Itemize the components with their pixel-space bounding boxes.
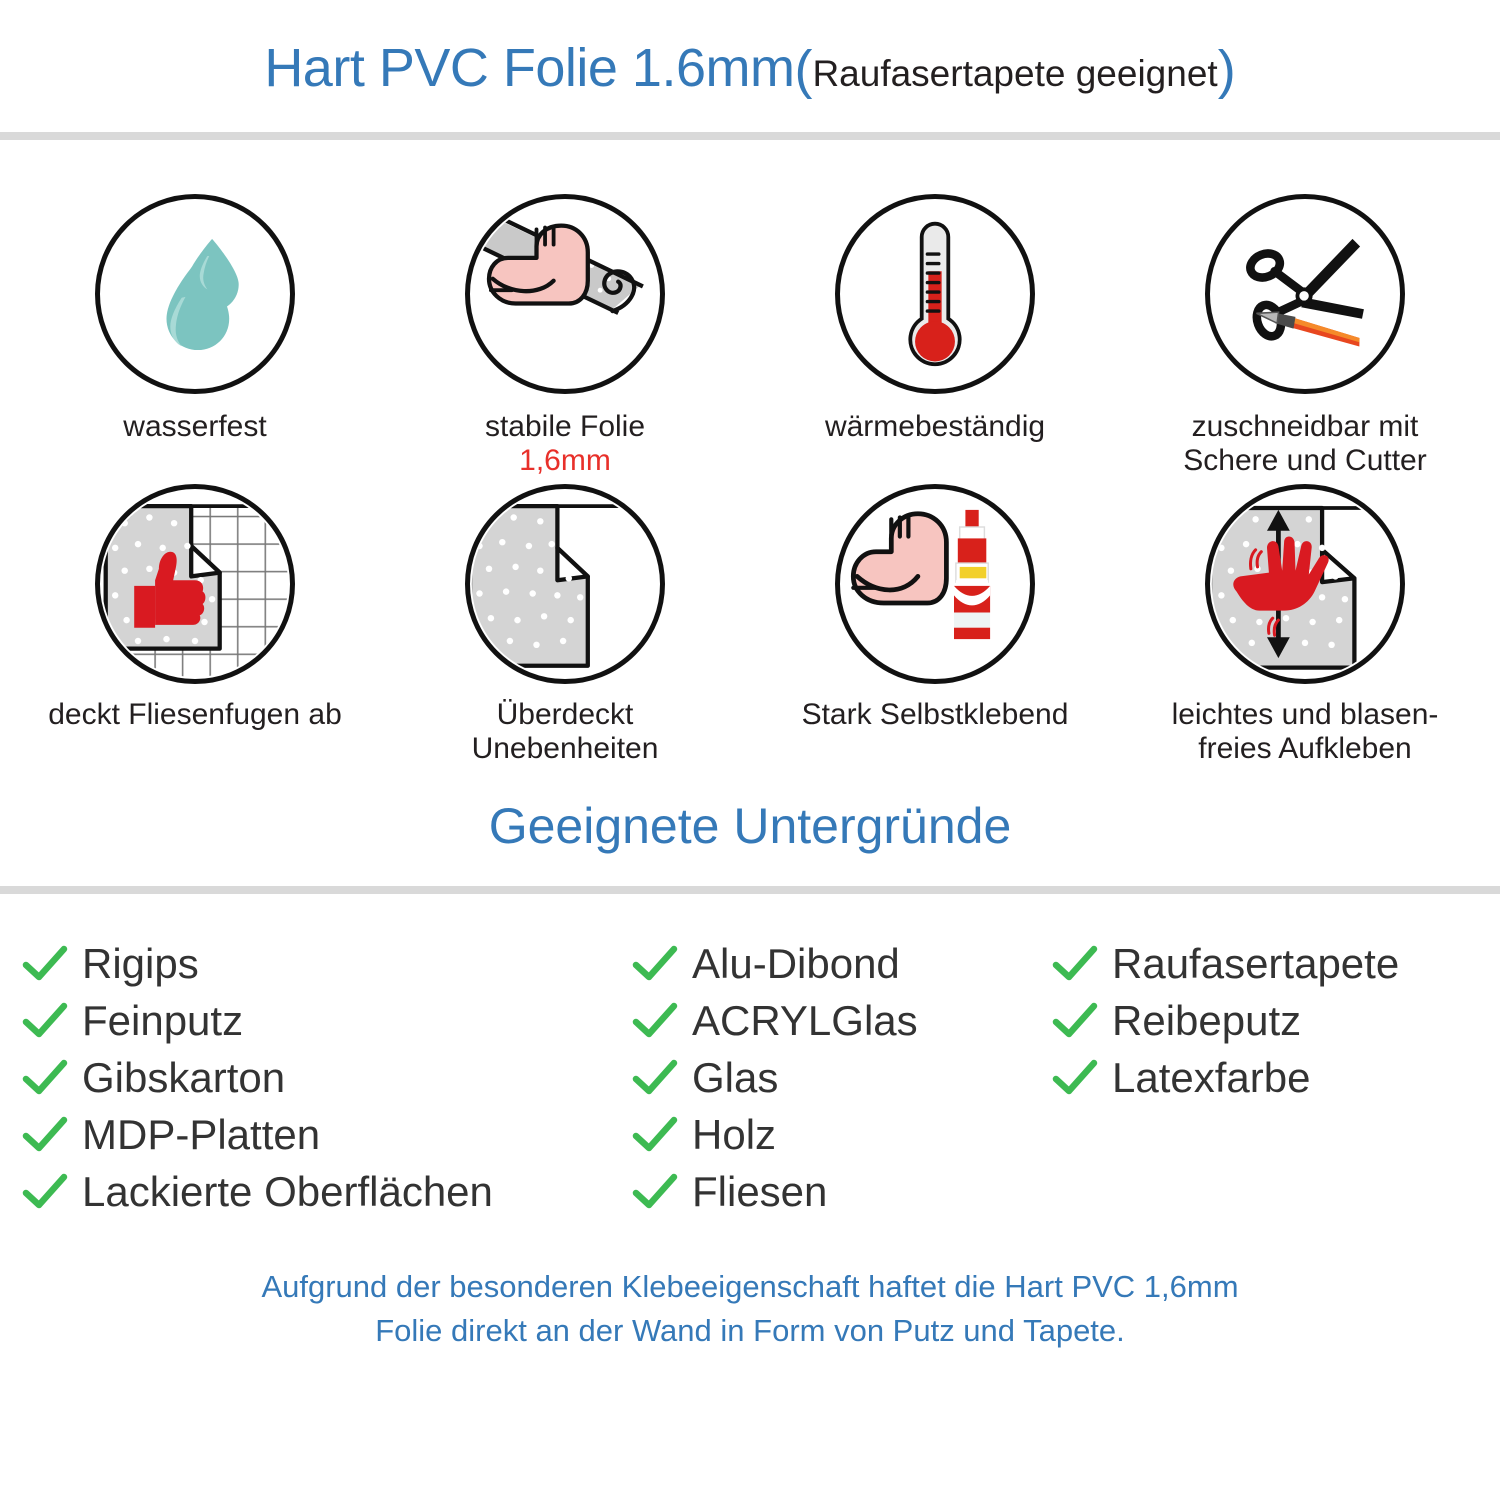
check-icon	[22, 945, 68, 981]
flexing-arm-film-roll-icon	[465, 194, 665, 394]
check-icon	[632, 945, 678, 981]
thermometer-icon	[835, 194, 1035, 394]
substrate-label: Gibskarton	[82, 1054, 286, 1102]
feature-label: Überdeckt Unebenheiten	[471, 697, 659, 765]
check-icon	[632, 1116, 678, 1152]
header-divider	[0, 132, 1500, 140]
check-icon	[1052, 945, 1098, 981]
feature-wasserfest: wasserfest	[10, 194, 380, 478]
feature-zuschneidbar: zuschneidbar mit Schere und Cutter	[1120, 194, 1490, 478]
list-item: ACRYLGlas	[632, 993, 1052, 1050]
section-divider	[0, 885, 1500, 894]
substrate-label: Raufasertapete	[1112, 940, 1400, 988]
feature-selbstklebend: Stark Selbstklebend	[750, 483, 1120, 766]
feature-label: zuschneidbar mit Schere und Cutter	[1183, 410, 1427, 477]
check-icon	[1052, 1059, 1098, 1095]
footer-note: Aufgrund der besonderen Klebeeigenschaft…	[0, 1221, 1500, 1353]
substrate-column-1: Rigips Feinputz Gibskarton MDP-Platten L…	[22, 936, 632, 1221]
substrate-list: Rigips Feinputz Gibskarton MDP-Platten L…	[0, 894, 1500, 1221]
flexing-arm-glue-tube-icon	[835, 483, 1035, 684]
check-icon	[22, 1173, 68, 1209]
section-title-wrapper: Geeignete Untergründe	[0, 766, 1500, 886]
check-icon	[1052, 1002, 1098, 1038]
list-item: Reibeputz	[1052, 993, 1500, 1050]
check-icon	[632, 1173, 678, 1209]
peeling-film-icon	[465, 483, 665, 684]
title-paren-close: )	[1217, 40, 1236, 100]
feature-thickness-label: 1,6mm	[519, 443, 611, 477]
footer-line-1: Aufgrund der besonderen Klebeeigenschaft…	[261, 1268, 1239, 1304]
substrate-label: Latexfarbe	[1112, 1054, 1311, 1102]
feature-unebenheiten: Überdeckt Unebenheiten	[380, 483, 750, 766]
list-item: Holz	[632, 1107, 1052, 1164]
list-item: Rigips	[22, 936, 632, 993]
substrate-label: Glas	[692, 1054, 779, 1102]
feature-label: stabile Folie	[484, 410, 646, 443]
page-title: Hart PVC Folie 1.6mm(Raufasertapete geei…	[264, 37, 1235, 101]
substrate-column-3: Raufasertapete Reibeputz Latexfarbe	[1052, 936, 1500, 1221]
list-item: Gibskarton	[22, 1050, 632, 1107]
feature-label: deckt Fliesenfugen ab	[48, 697, 342, 731]
list-item: Alu-Dibond	[632, 936, 1052, 993]
feature-blasenfrei: leichtes und blasen- freies Aufkleben	[1120, 483, 1490, 766]
footer-line-2: Folie direkt an der Wand in Form von Put…	[375, 1312, 1125, 1348]
substrate-label: Feinputz	[82, 997, 244, 1045]
page-title-subtitle: Raufasertapete geeignet	[812, 53, 1218, 94]
smoothing-hand-arrow-icon	[1205, 483, 1405, 684]
page-title-main: Hart PVC Folie 1.6mm	[264, 38, 795, 98]
substrate-column-2: Alu-Dibond ACRYLGlas Glas Holz Fliesen	[632, 936, 1052, 1221]
section-title: Geeignete Untergründe	[488, 797, 1012, 854]
feature-grid: wasserfest	[0, 140, 1500, 766]
feature-label: wasserfest	[123, 410, 267, 443]
title-paren-open: (	[794, 40, 813, 100]
feature-label: Stark Selbstklebend	[801, 697, 1069, 731]
feature-label: leichtes und blasen- freies Aufkleben	[1171, 697, 1439, 765]
list-item: Raufasertapete	[1052, 936, 1500, 993]
substrate-label: Reibeputz	[1112, 997, 1302, 1045]
substrate-label: ACRYLGlas	[692, 997, 918, 1045]
substrate-label: Fliesen	[692, 1168, 828, 1216]
water-drops-icon	[95, 194, 295, 394]
list-item: Feinputz	[22, 993, 632, 1050]
page-header: Hart PVC Folie 1.6mm(Raufasertapete geei…	[0, 0, 1500, 132]
list-item: Lackierte Oberflächen	[22, 1164, 632, 1221]
list-item: Latexfarbe	[1052, 1050, 1500, 1107]
feature-label: wärmebeständig	[824, 410, 1046, 443]
substrate-label: Lackierte Oberflächen	[82, 1168, 493, 1216]
feature-stabile-folie: stabile Folie 1,6mm	[380, 194, 750, 478]
list-item: Glas	[632, 1050, 1052, 1107]
substrate-label: MDP-Platten	[82, 1111, 321, 1159]
check-icon	[22, 1116, 68, 1152]
feature-waermebestaendig: wärmebeständig	[750, 194, 1120, 478]
list-item: MDP-Platten	[22, 1107, 632, 1164]
check-icon	[22, 1059, 68, 1095]
substrate-label: Rigips	[82, 940, 199, 988]
substrate-label: Holz	[692, 1111, 777, 1159]
feature-fliesenfugen: deckt Fliesenfugen ab	[10, 483, 380, 766]
check-icon	[632, 1002, 678, 1038]
check-icon	[22, 1002, 68, 1038]
thumbs-up-tile-grid-icon	[95, 483, 295, 684]
scissors-cutter-icon	[1205, 194, 1405, 394]
check-icon	[632, 1059, 678, 1095]
list-item: Fliesen	[632, 1164, 1052, 1221]
substrate-label: Alu-Dibond	[692, 940, 900, 988]
